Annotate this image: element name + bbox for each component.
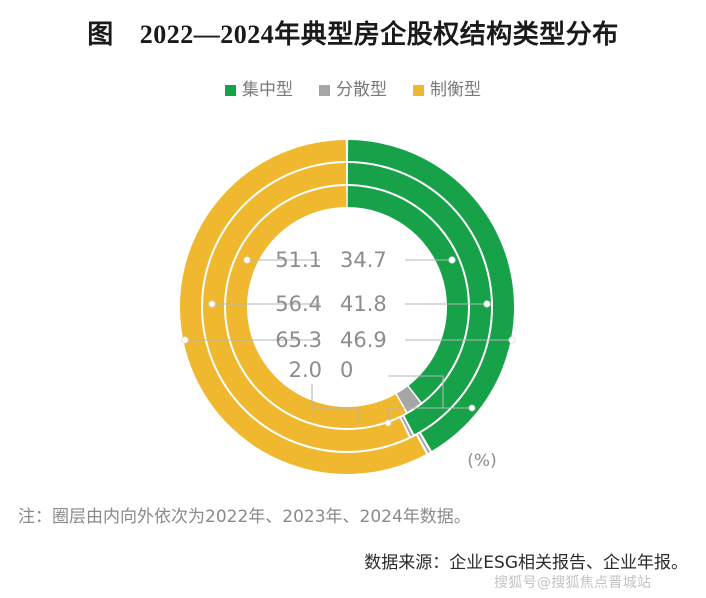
value-label-inner-zhihheng: 51.1 [275, 248, 322, 272]
donut-slice-2022-分散型[interactable] [396, 386, 421, 412]
unit-label-percent: (%) [467, 451, 496, 471]
legend-swatch-green-icon [225, 85, 236, 96]
donut-slice-2024-集中型[interactable] [348, 140, 514, 451]
legend-item-fensanxing[interactable]: 分散型 [319, 82, 387, 99]
leader-dot-middle-jizhong [483, 300, 491, 308]
leader-dot-middle-fensan [384, 419, 392, 427]
chart-note: 注：圈层由内向外依次为2022年、2023年、2024年数据。 [18, 507, 471, 527]
donut-slice-2022-集中型[interactable] [347, 186, 468, 403]
legend-label-zhihhengxing: 制衡型 [430, 80, 481, 100]
chart-legend: 集中型 分散型 制衡型 [0, 82, 706, 99]
donut-slice-2022-制衡型[interactable] [225, 186, 406, 428]
chart-source: 数据来源：企业ESG相关报告、企业年报。 [364, 553, 688, 573]
legend-swatch-gray-icon [319, 85, 330, 96]
title-text: 2022—2024年典型房企股权结构类型分布 [139, 20, 619, 49]
donut-slice-2024-分散型[interactable] [417, 433, 430, 453]
value-label-zero-fensan: 0 [340, 358, 353, 382]
page-title: 图 2022—2024年典型房企股权结构类型分布 [0, 14, 706, 51]
legend-item-jizhongxing[interactable]: 集中型 [225, 82, 293, 99]
leader-dot-inner-jizhong [448, 256, 456, 264]
leader-dot-inner-zhihheng [243, 256, 251, 264]
legend-label-fensanxing: 分散型 [336, 80, 387, 100]
leader-dot-outer-jizhong [508, 336, 516, 344]
leader-dot-middle-zhihheng [208, 300, 216, 308]
nested-donut-chart: 51.1 56.4 65.3 34.7 41.8 46.9 2.0 0 (%) [0, 118, 706, 498]
leader-line-inner-fensan [311, 384, 359, 423]
donut-slice-2023-集中型[interactable] [347, 163, 491, 435]
donut-svg-canvas: 51.1 56.4 65.3 34.7 41.8 46.9 2.0 0 (%) [180, 140, 516, 475]
title-prefix: 图 [87, 20, 114, 49]
value-label-outer-jizhong: 46.9 [340, 328, 387, 352]
donut-rings [180, 140, 514, 475]
value-label-inner-fensan: 2.0 [289, 358, 322, 382]
leader-line-zero-fensan [388, 375, 470, 409]
legend-swatch-yellow-icon [413, 85, 424, 96]
leader-dot-outer-zhihheng [181, 336, 189, 344]
value-label-outer-zhihheng: 65.3 [275, 328, 322, 352]
legend-label-jizhongxing: 集中型 [242, 80, 293, 100]
legend-item-zhihhengxing[interactable]: 制衡型 [413, 82, 481, 99]
value-labels: 51.1 56.4 65.3 34.7 41.8 46.9 2.0 0 (%) [275, 248, 496, 471]
watermark: 搜狐号@搜狐焦点晋城站 [494, 575, 652, 591]
value-label-middle-zhihheng: 56.4 [275, 292, 322, 316]
donut-slice-2023-分散型[interactable] [401, 416, 413, 437]
value-label-inner-jizhong: 34.7 [340, 248, 387, 272]
leader-lines [181, 256, 516, 427]
leader-dot-outer-fensan [468, 404, 476, 412]
value-label-middle-jizhong: 41.8 [340, 292, 387, 316]
leader-line-zero-fensan-branch [387, 407, 443, 422]
